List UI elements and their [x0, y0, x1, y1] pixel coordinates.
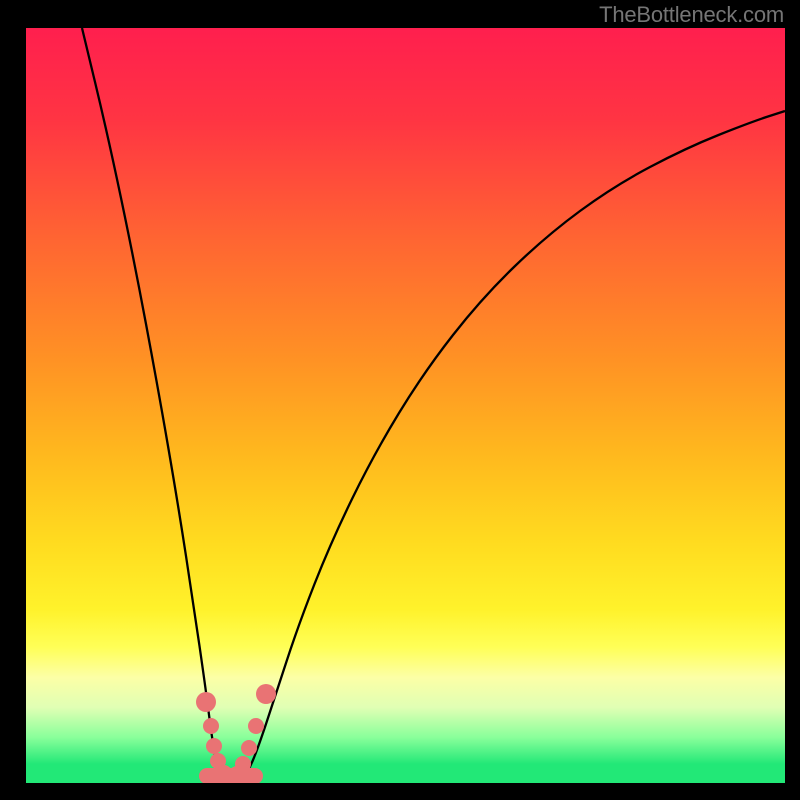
data-marker — [241, 740, 257, 756]
data-marker — [196, 692, 216, 712]
data-marker — [206, 738, 222, 754]
data-marker — [256, 684, 276, 704]
plot-area — [26, 28, 785, 783]
data-marker — [203, 718, 219, 734]
data-marker — [248, 718, 264, 734]
gradient-background — [26, 28, 785, 783]
watermark-text: TheBottleneck.com — [599, 2, 784, 28]
data-marker-base — [199, 768, 263, 783]
chart-svg — [26, 28, 785, 783]
